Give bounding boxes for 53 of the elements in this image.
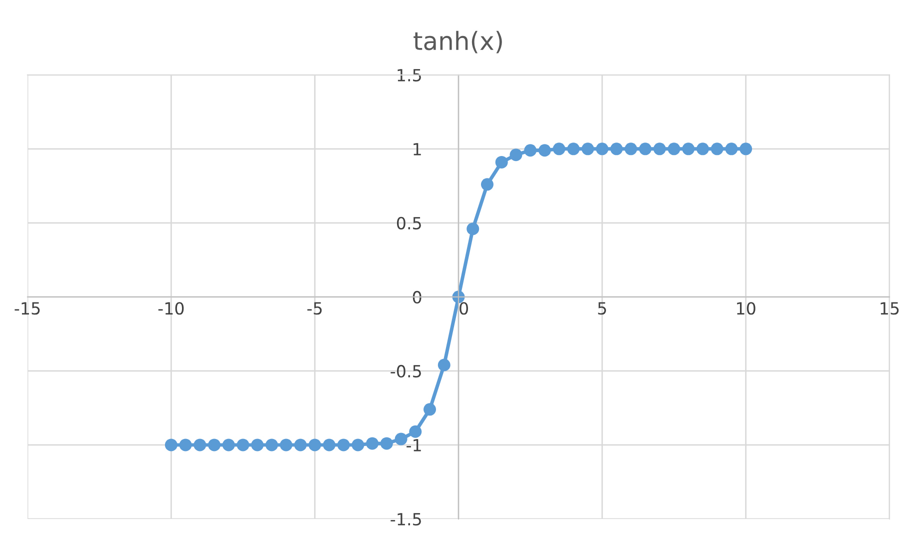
x-tick-label: 0 [460,302,468,315]
point [265,438,278,452]
x-tick-label: -10 [158,302,184,315]
point [194,438,206,452]
point [179,438,192,452]
point [725,142,738,156]
point [164,438,178,452]
point [236,438,250,452]
point [251,438,264,452]
point [495,156,508,168]
point [466,222,480,236]
point [424,403,436,416]
point [308,438,322,452]
point [280,438,292,452]
x-tick-label: 10 [737,302,756,315]
y-tick-label: -1 [406,439,421,452]
x-tick-label: -15 [14,302,40,315]
point [668,142,680,156]
y-tick-label: -1.5 [390,513,421,526]
point [610,142,623,156]
y-tick-label: 1 [414,143,421,156]
point [222,438,235,452]
point [510,148,522,162]
x-tick-label: -5 [307,302,322,315]
y-tick-label: -0.5 [390,364,421,378]
point [438,358,450,372]
point [480,178,494,191]
x-tick-label: 15 [880,302,899,315]
point [552,142,566,156]
point [394,432,408,446]
point [740,142,752,156]
point [409,425,422,438]
point [710,142,724,156]
point [653,142,666,156]
point [380,437,393,450]
point [352,438,364,452]
point [366,437,379,450]
point [524,144,537,157]
point [538,144,551,157]
y-tick-label: 0.5 [396,216,421,230]
point [208,438,221,452]
point [624,142,638,156]
point [696,142,709,156]
point [294,438,307,452]
x-tick-label: 5 [598,302,606,315]
point [639,142,652,156]
point [337,438,350,452]
chart-title: tanh(x) [414,30,502,54]
point [567,142,580,156]
point [582,142,594,156]
point [682,142,695,156]
point [322,438,336,452]
point [596,142,608,156]
